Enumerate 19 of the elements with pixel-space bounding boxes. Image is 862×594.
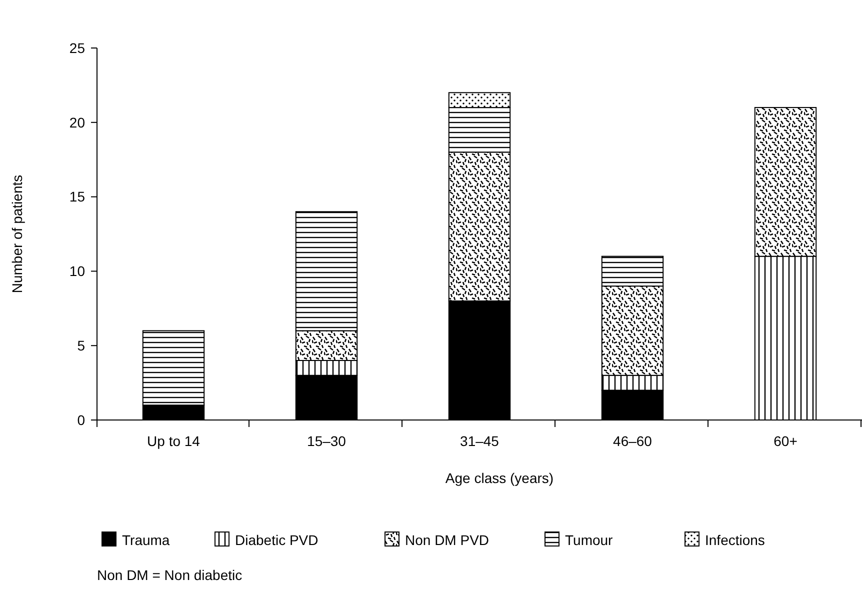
x-axis-title: Age class (years) [445, 470, 554, 486]
y-tick-label: 0 [77, 412, 86, 428]
y-tick-label: 25 [69, 40, 86, 56]
y-tick-label: 10 [69, 263, 86, 280]
legend-label: Tumour [565, 532, 614, 548]
text: Non DM = Non diabetic [97, 567, 242, 583]
legend-label: Infections [705, 532, 765, 548]
y-axis-title: Number of patients [9, 174, 25, 294]
x-tick-label: 31–45 [460, 433, 500, 449]
x-tick-label: 46–60 [613, 433, 652, 449]
y-tick-label: 15 [69, 188, 86, 205]
x-tick-label: Up to 14 [147, 433, 200, 449]
x-tick-label: 15–30 [307, 433, 346, 449]
y-tick-label: 20 [69, 114, 86, 130]
legend-label: Non DM PVD [405, 532, 490, 548]
legend-label: Diabetic PVD [235, 532, 318, 548]
x-tick-label: 60+ [774, 433, 798, 449]
legend-label: Trauma [122, 532, 170, 548]
y-tick-label: 5 [77, 338, 86, 354]
